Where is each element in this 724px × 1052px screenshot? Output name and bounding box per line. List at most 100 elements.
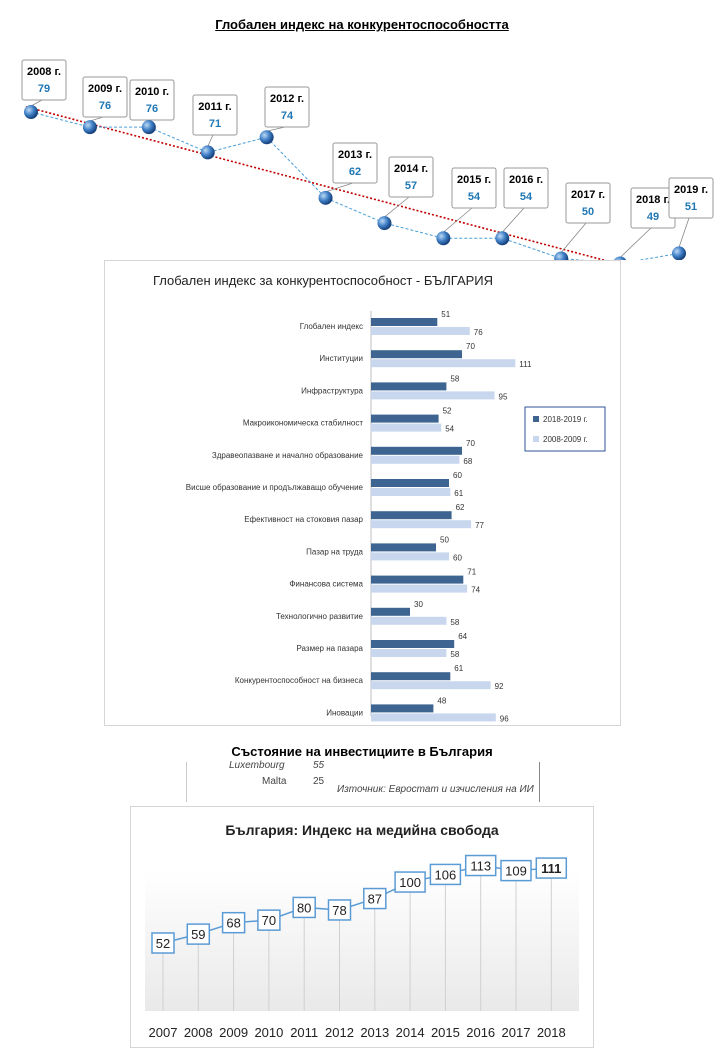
x-label: 2011 г.: [198, 101, 231, 113]
bar-value: 92: [495, 682, 504, 691]
label-leader: [266, 126, 286, 132]
x-tick-label: 2008: [184, 1025, 213, 1040]
label-box: [668, 177, 714, 219]
value-label: 51: [685, 201, 697, 213]
value-label: 50: [582, 206, 594, 218]
label-leader: [560, 222, 587, 253]
value-label: 70: [262, 913, 276, 928]
bar-value: 70: [466, 439, 475, 448]
x-label: 2012 г.: [270, 93, 304, 105]
bar-2018: [371, 704, 434, 713]
label-leader: [384, 196, 410, 218]
value-label: 57: [405, 180, 417, 192]
pillars-chart-frame: Глобален индекс за конкурентоспособност …: [104, 260, 621, 726]
x-label: 2019 г.: [674, 184, 708, 196]
data-point: [82, 120, 97, 135]
legend-label: 2018-2019 г.: [543, 415, 588, 424]
bar-value: 61: [454, 664, 463, 673]
label-leader: [325, 182, 354, 193]
x-tick-label: 2010: [254, 1025, 283, 1040]
data-label-11: 2019 г. 51: [668, 177, 714, 248]
frag-row2-value: 25: [313, 776, 325, 787]
bar-value: 64: [458, 632, 467, 641]
frag-row1-label: Luxembourg: [229, 760, 285, 771]
category-label: Ефективност на стоковия пазар: [244, 515, 363, 524]
value-label: 113: [470, 859, 491, 874]
bar-2008: [371, 616, 447, 625]
value-label: 62: [349, 166, 361, 178]
bar-value: 60: [453, 553, 462, 562]
bar-2008: [371, 423, 442, 432]
bar-value: 48: [437, 696, 446, 705]
page-title: Глобален индекс на конкурентоспособностт…: [215, 17, 509, 32]
value-label: 74: [281, 110, 294, 122]
bar-value: 58: [450, 650, 459, 659]
x-label: 2013 г.: [338, 149, 372, 161]
bar-value: 61: [454, 489, 463, 498]
category-label: Конкурентоспособност на бизнеса: [235, 676, 364, 685]
legend-swatch: [533, 436, 539, 442]
legend-box: [524, 406, 606, 452]
data-label-7: 2015 г. 54: [443, 167, 497, 233]
category-label: Инфраструктура: [301, 386, 363, 395]
category-label: Финансова система: [289, 580, 363, 589]
data-label-2: 2010 г. 76: [129, 79, 175, 122]
data-label-1: 2009 г. 76: [82, 76, 128, 122]
value-label: 76: [146, 103, 158, 115]
category-label: Висше образование и продължаващо обучени…: [186, 483, 364, 492]
bar-value: 58: [450, 374, 459, 383]
label-leader: [678, 217, 690, 248]
value-label: 59: [191, 927, 205, 942]
value-box: [257, 909, 281, 931]
label-box: [332, 142, 378, 184]
bar-value: 54: [445, 425, 454, 434]
bar-2018: [371, 607, 410, 616]
label-leader: [89, 116, 104, 122]
bar-2008: [371, 327, 470, 335]
value-label: 109: [505, 864, 527, 879]
value-box: [464, 854, 497, 877]
bar-2018: [371, 479, 449, 487]
data-point: [436, 231, 451, 246]
value-label: 87: [368, 892, 382, 907]
x-tick-label: 2013: [360, 1025, 389, 1040]
value-label: 78: [332, 903, 346, 918]
bar-2018: [371, 382, 447, 391]
bar-2018: [371, 446, 462, 455]
x-tick-label: 2007: [149, 1025, 178, 1040]
value-label: 111: [541, 861, 561, 876]
data-point: [377, 216, 392, 231]
label-leader: [443, 207, 473, 233]
label-leader: [619, 227, 652, 258]
bar-2008: [371, 359, 516, 368]
bar-value: 30: [414, 600, 423, 609]
x-label: 2015 г.: [457, 174, 491, 186]
plot-area: [145, 871, 579, 1011]
label-box: [388, 156, 434, 198]
bar-value: 111: [519, 360, 532, 369]
label-leader: [207, 134, 214, 147]
trend-line: [25, 105, 607, 260]
bar-2018: [371, 350, 462, 359]
value-label: 54: [468, 191, 481, 203]
x-label: 2017 г.: [571, 189, 605, 201]
bar-2018: [371, 672, 451, 681]
data-label-10: 2018 г. 49: [619, 187, 676, 258]
x-tick-label: 2011: [290, 1025, 318, 1040]
media-freedom-frame: България: Индекс на медийна свобода 52 200…: [130, 806, 594, 1048]
data-label-5: 2013 г. 62: [325, 142, 378, 193]
value-box: [363, 887, 387, 910]
label-box: [82, 76, 128, 118]
value-label: 54: [520, 191, 533, 203]
value-label: 71: [209, 118, 221, 130]
value-label: 80: [297, 900, 311, 915]
bar-2008: [371, 681, 491, 690]
bar-value: 95: [499, 392, 508, 401]
value-box: [221, 911, 246, 934]
bar-value: 60: [453, 471, 462, 480]
value-label: 49: [647, 211, 659, 223]
x-tick-label: 2014: [396, 1025, 425, 1040]
legend-swatch: [533, 416, 539, 422]
x-label: 2018 г.: [636, 194, 670, 206]
category-label: Пазар на труда: [306, 547, 363, 556]
